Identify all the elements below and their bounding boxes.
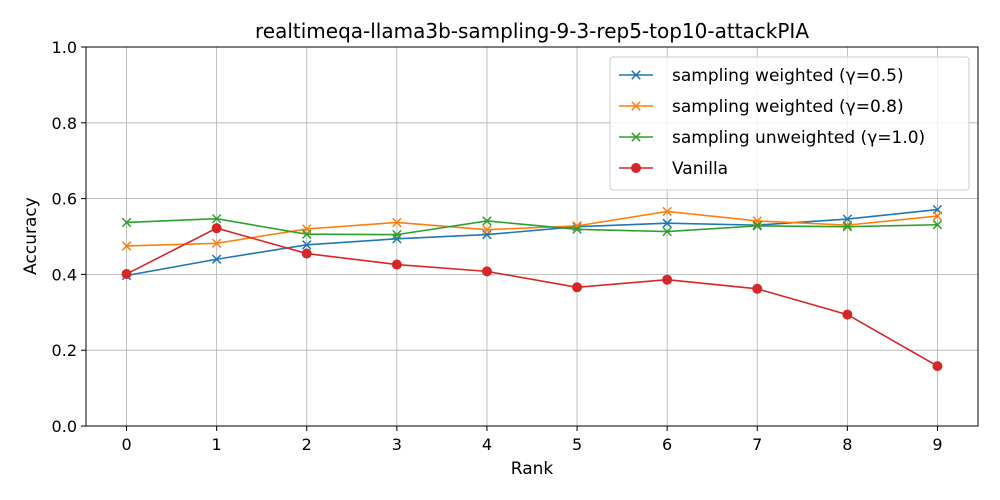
data-point-marker	[482, 224, 492, 235]
data-point-marker	[121, 217, 132, 228]
x-tick-label: 2	[302, 435, 312, 454]
data-point-marker	[842, 309, 853, 320]
x-tick-label: 4	[482, 435, 492, 454]
legend-label: sampling weighted (γ=0.5)	[672, 66, 904, 86]
series-3	[121, 223, 943, 372]
data-point-marker	[842, 220, 853, 230]
data-point-marker	[481, 266, 492, 277]
data-point-marker	[211, 238, 222, 249]
legend-label: Vanilla	[672, 159, 728, 179]
legend-marker-swatch	[631, 163, 641, 173]
data-point-marker	[392, 234, 402, 244]
series-line	[126, 208, 938, 277]
data-point-marker	[662, 226, 672, 237]
legend-item: sampling weighted (γ=0.5)	[619, 66, 904, 86]
y-tick-label: 0.2	[52, 341, 77, 360]
data-point-marker	[752, 283, 763, 294]
data-point-marker	[572, 224, 582, 235]
y-tick-label: 0.0	[52, 417, 77, 436]
data-point-marker	[392, 217, 402, 228]
legend-item: Vanilla	[619, 159, 728, 179]
data-point-marker	[932, 211, 943, 221]
data-point-marker	[211, 213, 222, 224]
series-layer	[121, 204, 943, 372]
data-point-marker	[662, 274, 673, 285]
x-tick-label: 8	[842, 435, 852, 454]
data-point-marker	[121, 269, 132, 280]
data-point-marker	[572, 282, 583, 293]
x-tick-label: 9	[932, 435, 942, 454]
data-point-marker	[121, 241, 132, 251]
x-tick-label: 5	[572, 435, 582, 454]
data-point-marker	[932, 361, 943, 372]
chart-title: realtimeqa-llama3b-sampling-9-3-rep5-top…	[255, 19, 809, 43]
series-line	[126, 217, 938, 236]
legend-marker-swatch	[631, 132, 641, 142]
data-point-marker	[482, 216, 492, 226]
series-2	[121, 213, 943, 240]
series-line	[126, 210, 938, 247]
x-axis-label: Rank	[511, 459, 554, 479]
data-point-marker	[301, 248, 312, 259]
y-axis-label: Accuracy	[21, 197, 41, 275]
legend-item: sampling weighted (γ=0.8)	[619, 97, 904, 117]
data-point-marker	[752, 221, 762, 231]
legend-label: sampling unweighted (γ=1.0)	[672, 128, 925, 148]
legend-box	[609, 56, 970, 191]
y-tick-label: 0.8	[52, 114, 77, 133]
data-point-marker	[662, 218, 672, 228]
x-tick-label: 3	[392, 435, 402, 454]
data-point-marker	[662, 206, 672, 217]
series-line	[126, 227, 938, 367]
x-tick-label: 0	[121, 435, 131, 454]
data-point-marker	[211, 223, 222, 234]
y-tick-label: 0.4	[52, 265, 77, 284]
y-tick-label: 1.0	[52, 38, 77, 57]
data-point-marker	[211, 254, 222, 264]
y-tick-label: 0.6	[52, 190, 77, 209]
x-tick-label: 7	[752, 435, 762, 454]
legend-marker-swatch	[631, 70, 641, 80]
legend-label: sampling weighted (γ=0.8)	[672, 97, 904, 117]
data-point-marker	[302, 229, 312, 239]
axis-ticks: 0 1 2 3 4 5 6 7 8 9 0.0 0.2 0.4 0.6 0.8 1.0	[52, 38, 943, 454]
data-point-marker	[302, 240, 312, 250]
x-tick-label: 6	[662, 435, 672, 454]
legend: sampling weighted (γ=0.5) sampling weight…	[609, 56, 970, 191]
data-point-marker	[932, 220, 943, 230]
legend-item: sampling unweighted (γ=1.0)	[619, 128, 925, 148]
data-point-marker	[392, 229, 402, 240]
x-tick-label: 1	[212, 435, 222, 454]
data-point-marker	[391, 259, 402, 270]
plot-frame	[85, 46, 979, 427]
data-point-marker	[842, 221, 853, 232]
legend-marker-swatch	[631, 101, 641, 111]
